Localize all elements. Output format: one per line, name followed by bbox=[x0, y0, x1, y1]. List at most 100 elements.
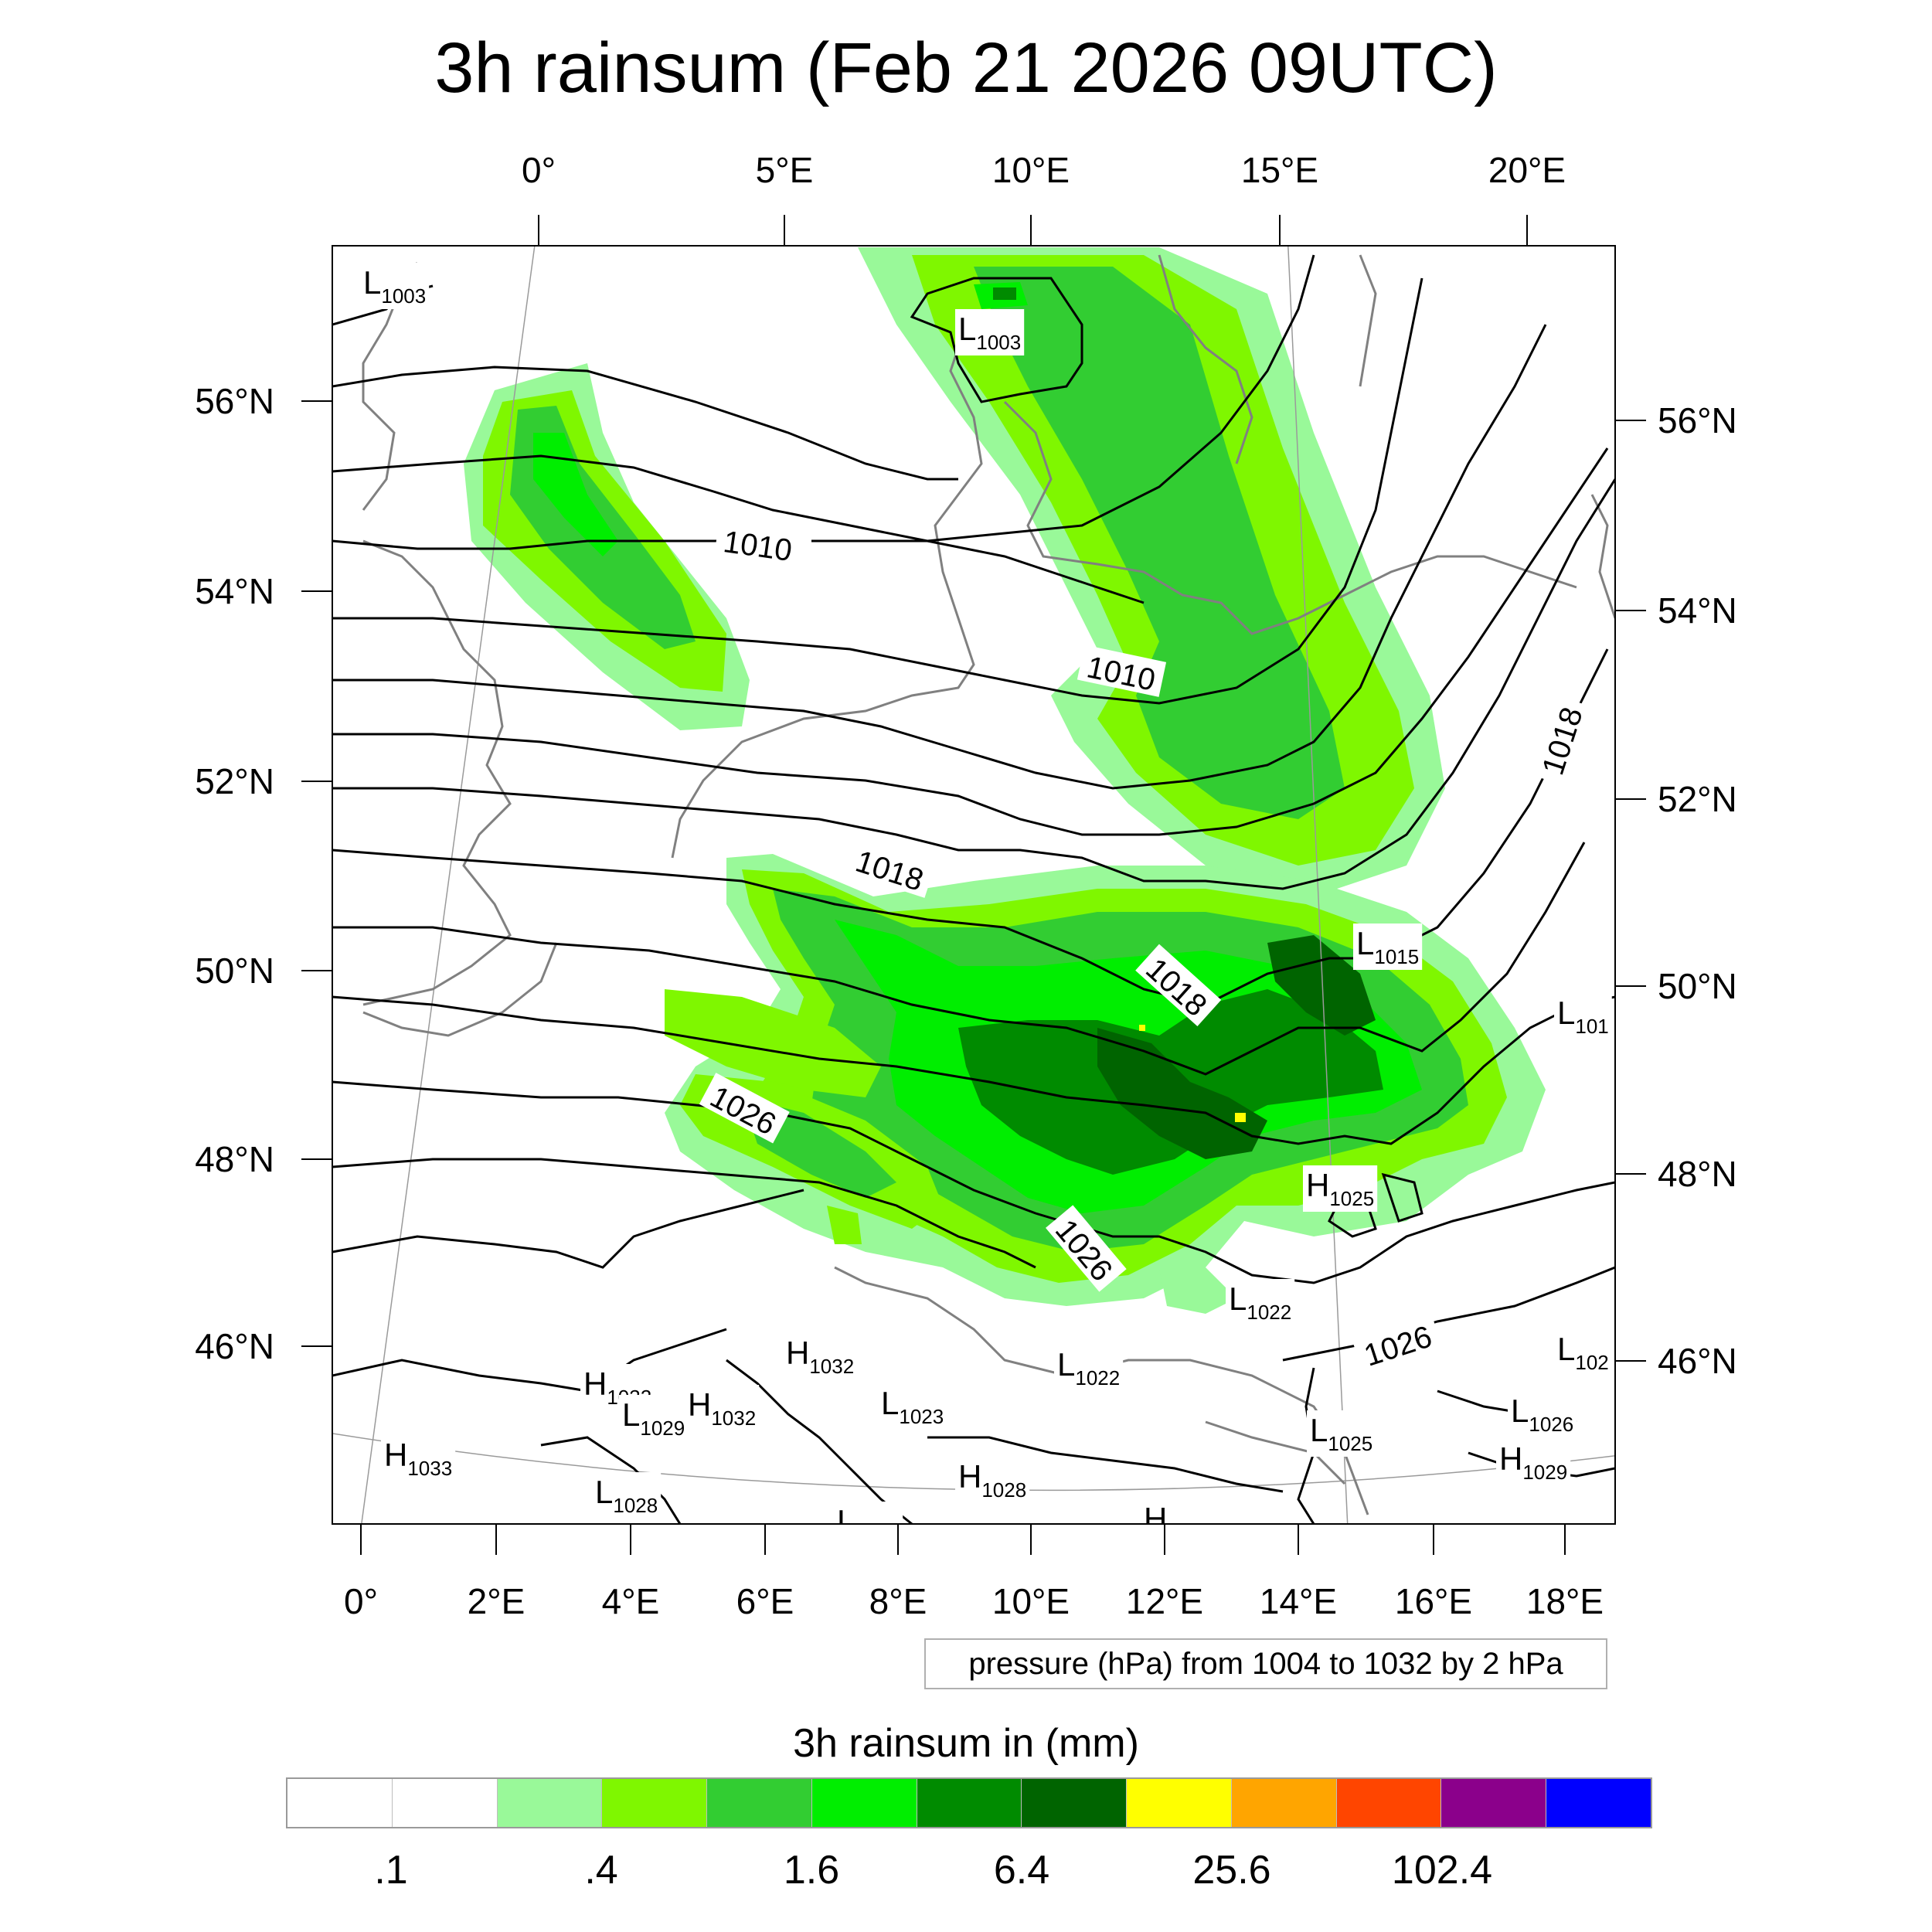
colorbar-tick-label: 6.4 bbox=[993, 1848, 1050, 1893]
pressure-center-type: L bbox=[837, 1503, 855, 1539]
pressure-center-value: 102 bbox=[1575, 1351, 1608, 1374]
pressure-center-backing bbox=[685, 1385, 760, 1431]
pressure-center-backing bbox=[1054, 1345, 1124, 1391]
lon-label-bottom: 18°E bbox=[1526, 1581, 1604, 1621]
low-pressure-center: L101 bbox=[1557, 995, 1609, 1038]
pressure-center-value: 1032 bbox=[809, 1355, 854, 1378]
colorbar-tick-label: 102.4 bbox=[1391, 1848, 1493, 1893]
pressure-center-type: L bbox=[595, 1474, 613, 1510]
high-pressure-center: H1028 bbox=[958, 1458, 1026, 1502]
high-pressure-center: H1032 bbox=[688, 1386, 756, 1430]
pressure-center-type: L bbox=[958, 311, 976, 347]
lat-label-right: 56°N bbox=[1658, 400, 1737, 440]
colorbar-segment bbox=[287, 1779, 393, 1827]
lon-label-top: 20°E bbox=[1488, 150, 1566, 190]
pressure-center-backing bbox=[834, 1502, 903, 1524]
rain-area-baltic-dark bbox=[993, 287, 1016, 300]
pressure-center-value: 1026 bbox=[1529, 1413, 1573, 1436]
pressure-center-value: 1028 bbox=[1167, 1521, 1212, 1544]
pressure-center-backing bbox=[1496, 1439, 1571, 1485]
pressure-center-value: 1032 bbox=[711, 1406, 756, 1430]
pressure-center-value: 1025 bbox=[1328, 1432, 1372, 1455]
lon-label-bottom: 14°E bbox=[1260, 1581, 1337, 1621]
lon-label-bottom: 16°E bbox=[1395, 1581, 1472, 1621]
lon-label-bottom: 4°E bbox=[602, 1581, 660, 1621]
pressure-center-type: L bbox=[1557, 1331, 1575, 1367]
lat-label-left: 54°N bbox=[195, 571, 274, 611]
pressure-center-value: 1003 bbox=[381, 284, 426, 308]
low-pressure-center: L1003 bbox=[363, 264, 426, 308]
lon-label-top: 15°E bbox=[1241, 150, 1318, 190]
lat-label-left: 48°N bbox=[195, 1139, 274, 1179]
colorbar-tick-label: 25.6 bbox=[1192, 1848, 1271, 1893]
rain-area-baltic-inner bbox=[974, 267, 1345, 819]
low-pressure-center: L1023 bbox=[881, 1385, 944, 1428]
pressure-center-backing bbox=[955, 309, 1025, 355]
low-pressure-center: L1015 bbox=[1356, 925, 1419, 968]
high-pressure-center: H1033 bbox=[384, 1437, 452, 1480]
rain-spot-south bbox=[827, 1206, 862, 1244]
pressure-center-type: L bbox=[622, 1396, 640, 1433]
map-frame bbox=[332, 245, 1616, 1525]
low-pressure-center: L1025 bbox=[1310, 1412, 1372, 1455]
rain-area-hotspot-2 bbox=[1139, 1025, 1145, 1031]
pressure-center-backing bbox=[878, 1383, 947, 1430]
high-pressure-center: H1025 bbox=[1306, 1167, 1374, 1210]
colorbar-segment bbox=[707, 1779, 812, 1827]
pressure-center-value: 1028 bbox=[613, 1494, 658, 1517]
colorbar-segment bbox=[811, 1779, 917, 1827]
map-content: 1010 1010 1018 1018 1018 1026 bbox=[332, 246, 1615, 1546]
lon-label-bottom: 2°E bbox=[468, 1581, 526, 1621]
pressure-center-type: H bbox=[1144, 1501, 1167, 1537]
pressure-center-type: L bbox=[1511, 1393, 1529, 1429]
high-pressure-center: H1032 bbox=[786, 1335, 854, 1378]
colorbar-title: 3h rainsum in (mm) bbox=[793, 1721, 1139, 1766]
pressure-center-value: 1003 bbox=[976, 331, 1021, 354]
low-pressure-center: L1003 bbox=[958, 311, 1021, 354]
colorbar-segment bbox=[1022, 1779, 1128, 1827]
pressure-center-backing bbox=[619, 1395, 689, 1441]
pressure-center-type: H bbox=[1499, 1440, 1522, 1477]
pressure-center-type: L bbox=[1229, 1281, 1247, 1317]
pressure-center-type: H bbox=[583, 1366, 607, 1402]
pressure-info-box: pressure (hPa) from 1004 to 1032 by 2 hP… bbox=[924, 1638, 1607, 1689]
lat-label-right: 48°N bbox=[1658, 1154, 1737, 1194]
pressure-centers: L1003L1003L1015L101H1025L1022L1022L102H1… bbox=[360, 263, 1612, 1546]
colorbar-segment bbox=[1441, 1779, 1547, 1827]
pressure-center-type: H bbox=[958, 1458, 981, 1495]
rain-area-east-heavy bbox=[1267, 935, 1376, 1036]
pressure-center-type: L bbox=[1557, 995, 1575, 1031]
pressure-center-value: 1022 bbox=[1075, 1366, 1120, 1389]
lat-label-left: 52°N bbox=[195, 761, 274, 801]
colorbar bbox=[286, 1777, 1652, 1828]
low-pressure-center: L1022 bbox=[1057, 1346, 1120, 1389]
lat-label-right: 54°N bbox=[1658, 590, 1737, 631]
pressure-center-value: 1022 bbox=[1247, 1301, 1291, 1324]
bottom-longitude-labels: 0° 2°E 4°E 6°E 8°E 10°E 12°E 14°E 16°E 1… bbox=[344, 1581, 1604, 1621]
pressure-center-value: 1028 bbox=[981, 1478, 1026, 1502]
pressure-center-value: 1015 bbox=[1374, 945, 1419, 968]
pressure-center-type: L bbox=[1057, 1346, 1075, 1383]
pressure-center-backing bbox=[1554, 993, 1612, 1039]
lon-label-top: 5°E bbox=[756, 150, 814, 190]
colorbar-segment bbox=[917, 1779, 1022, 1827]
lat-label-left: 56°N bbox=[195, 381, 274, 421]
high-pressure-center: H1029 bbox=[1499, 1440, 1567, 1484]
colorbar-segment bbox=[1336, 1779, 1442, 1827]
top-longitude-labels: 0° 5°E 10°E 15°E 20°E bbox=[522, 150, 1566, 190]
pressure-center-backing bbox=[1307, 1410, 1376, 1457]
pressure-center-backing bbox=[783, 1333, 858, 1379]
colorbar-segment bbox=[1231, 1779, 1337, 1827]
lon-label-bottom: 6°E bbox=[736, 1581, 794, 1621]
rain-area-central-veryheavy bbox=[1097, 1028, 1267, 1159]
colorbar-segment bbox=[497, 1779, 603, 1827]
lat-label-left: 46°N bbox=[195, 1326, 274, 1366]
pressure-center-backing bbox=[381, 1435, 456, 1481]
pressure-center-value: 1024 bbox=[855, 1523, 900, 1546]
pressure-center-value: 1025 bbox=[1329, 1187, 1374, 1210]
rain-field bbox=[464, 247, 1546, 1314]
low-pressure-center: L1026 bbox=[1511, 1393, 1573, 1436]
lon-label-bottom: 10°E bbox=[992, 1581, 1070, 1621]
pressure-center-backing bbox=[1226, 1279, 1295, 1325]
